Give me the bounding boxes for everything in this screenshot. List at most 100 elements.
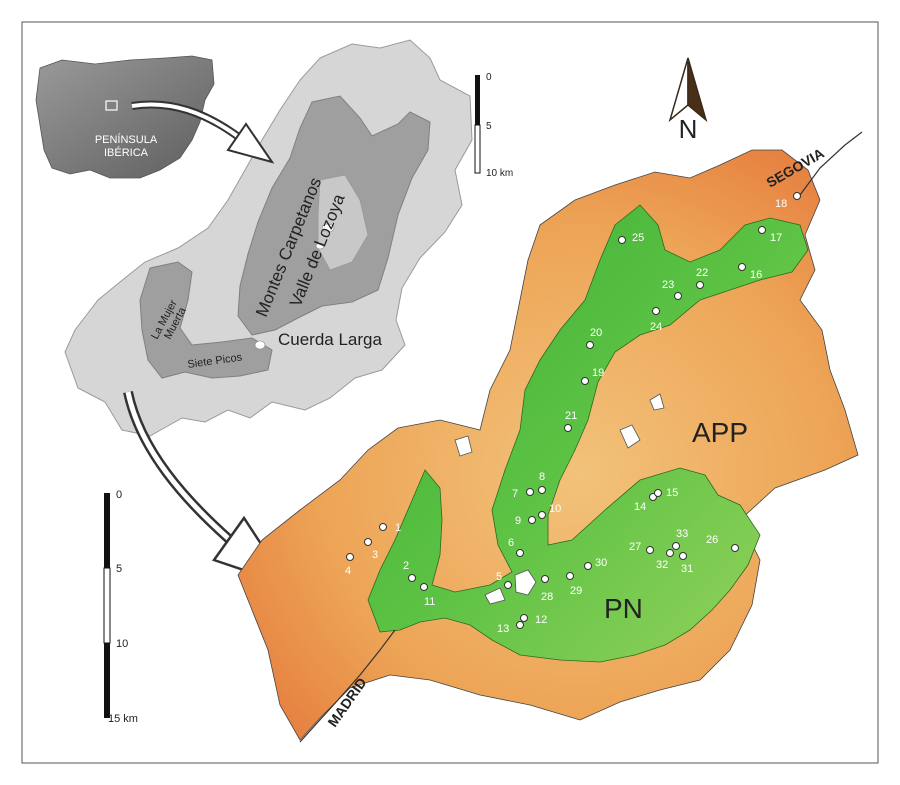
main-lake (514, 569, 537, 596)
site-21: 21 (564, 410, 577, 432)
label-pn: PN (604, 593, 643, 624)
site-26: 26 (706, 534, 739, 552)
site-19: 19 (581, 367, 604, 385)
iberia-inset: PENÍNSULA IBÉRICA (35, 55, 215, 179)
grey-regional-map: Montes Carpetanos Valle de Lozoya Cuerda… (64, 39, 473, 437)
site-9: 9 (515, 515, 536, 527)
svg-text:15: 15 (666, 487, 678, 499)
site-23: 23 (662, 279, 682, 300)
main-lake (649, 393, 665, 411)
svg-text:9: 9 (515, 515, 521, 527)
site-8: 8 (538, 471, 546, 494)
zone-pn-area (367, 204, 809, 663)
site-15: 15 (654, 487, 678, 499)
site-markers: 1 2 3 4 5 6 7 8 9 10 11 12 13 14 15 16 1… (345, 192, 801, 635)
main-lake (454, 435, 473, 457)
scale-large-mid1: 5 (116, 563, 122, 575)
lake (254, 340, 266, 350)
inset-locator-box (105, 100, 118, 111)
grey-ridge-mujer (139, 261, 273, 379)
svg-text:2: 2 (403, 560, 409, 572)
svg-text:19: 19 (592, 367, 604, 379)
svg-text:13: 13 (497, 623, 509, 635)
svg-text:29: 29 (570, 585, 582, 597)
svg-text:11: 11 (424, 596, 435, 608)
svg-text:14: 14 (634, 501, 646, 513)
inset-label-iberica: IBÉRICA (104, 146, 149, 159)
site-7: 7 (512, 488, 534, 500)
site-5: 5 (496, 571, 512, 589)
site-11: 11 (420, 583, 435, 608)
north-arrow: N (668, 57, 708, 144)
site-1: 1 (379, 522, 401, 534)
svg-text:12: 12 (535, 614, 547, 626)
scale-bar-small: 0 5 10 km (474, 72, 513, 179)
site-6: 6 (508, 537, 524, 557)
site-27: 27 (629, 541, 654, 554)
svg-text:31: 31 (681, 563, 693, 575)
svg-text:24: 24 (650, 321, 662, 333)
site-30: 30 (584, 557, 607, 570)
site-29: 29 (566, 572, 582, 597)
svg-text:33: 33 (676, 528, 688, 540)
site-2: 2 (403, 560, 416, 582)
svg-text:27: 27 (629, 541, 641, 553)
svg-text:22: 22 (696, 267, 708, 279)
site-33: 33 (672, 528, 688, 550)
svg-text:20: 20 (590, 327, 602, 339)
arrow-inset-to-region (131, 100, 275, 164)
label-cuerda-larga: Cuerda Larga (278, 330, 383, 349)
grey-valley (317, 174, 369, 271)
site-28: 28 (541, 575, 553, 603)
svg-text:5: 5 (496, 571, 502, 583)
site-20: 20 (586, 327, 602, 349)
svg-text:10: 10 (549, 503, 561, 515)
main-lake (619, 424, 641, 449)
svg-text:6: 6 (508, 537, 514, 549)
scale-small-bottom: 10 km (486, 168, 513, 179)
lake (315, 242, 325, 250)
site-17: 17 (758, 226, 782, 244)
north-label: N (679, 114, 698, 144)
site-18: 18 (775, 192, 801, 210)
svg-text:16: 16 (750, 269, 762, 281)
scale-large-bottom: 15 km (108, 713, 138, 725)
svg-text:4: 4 (345, 565, 351, 577)
svg-text:21: 21 (565, 410, 577, 422)
site-24: 24 (650, 307, 662, 333)
label-app: APP (692, 417, 748, 448)
svg-text:3: 3 (372, 549, 378, 561)
svg-text:26: 26 (706, 534, 718, 546)
site-12: 12 (520, 614, 547, 626)
scale-large-mid2: 10 (116, 638, 128, 650)
scale-small-top: 0 (486, 72, 492, 83)
site-4: 4 (345, 553, 354, 577)
svg-text:23: 23 (662, 279, 674, 291)
svg-text:30: 30 (595, 557, 607, 569)
svg-text:32: 32 (656, 559, 668, 571)
main-lake (484, 587, 506, 605)
svg-text:25: 25 (632, 232, 644, 244)
svg-text:8: 8 (539, 471, 545, 483)
road-segovia (799, 131, 863, 196)
svg-text:17: 17 (770, 232, 782, 244)
site-3: 3 (364, 538, 378, 561)
site-31: 31 (679, 552, 693, 575)
scale-large-top: 0 (116, 489, 122, 501)
site-10: 10 (538, 503, 561, 519)
scale-bar-large: 0 5 10 15 km (103, 489, 138, 725)
svg-text:7: 7 (512, 488, 518, 500)
scale-small-mid: 5 (486, 121, 492, 132)
svg-text:28: 28 (541, 591, 553, 603)
road-madrid (299, 629, 396, 743)
site-25: 25 (618, 232, 644, 244)
inset-label-peninsula: PENÍNSULA (95, 133, 158, 146)
site-22: 22 (696, 267, 708, 289)
figure-frame (21, 21, 879, 764)
svg-text:18: 18 (775, 198, 787, 210)
svg-text:1: 1 (395, 522, 401, 534)
lake (321, 223, 335, 233)
iberia-shape (35, 55, 215, 179)
